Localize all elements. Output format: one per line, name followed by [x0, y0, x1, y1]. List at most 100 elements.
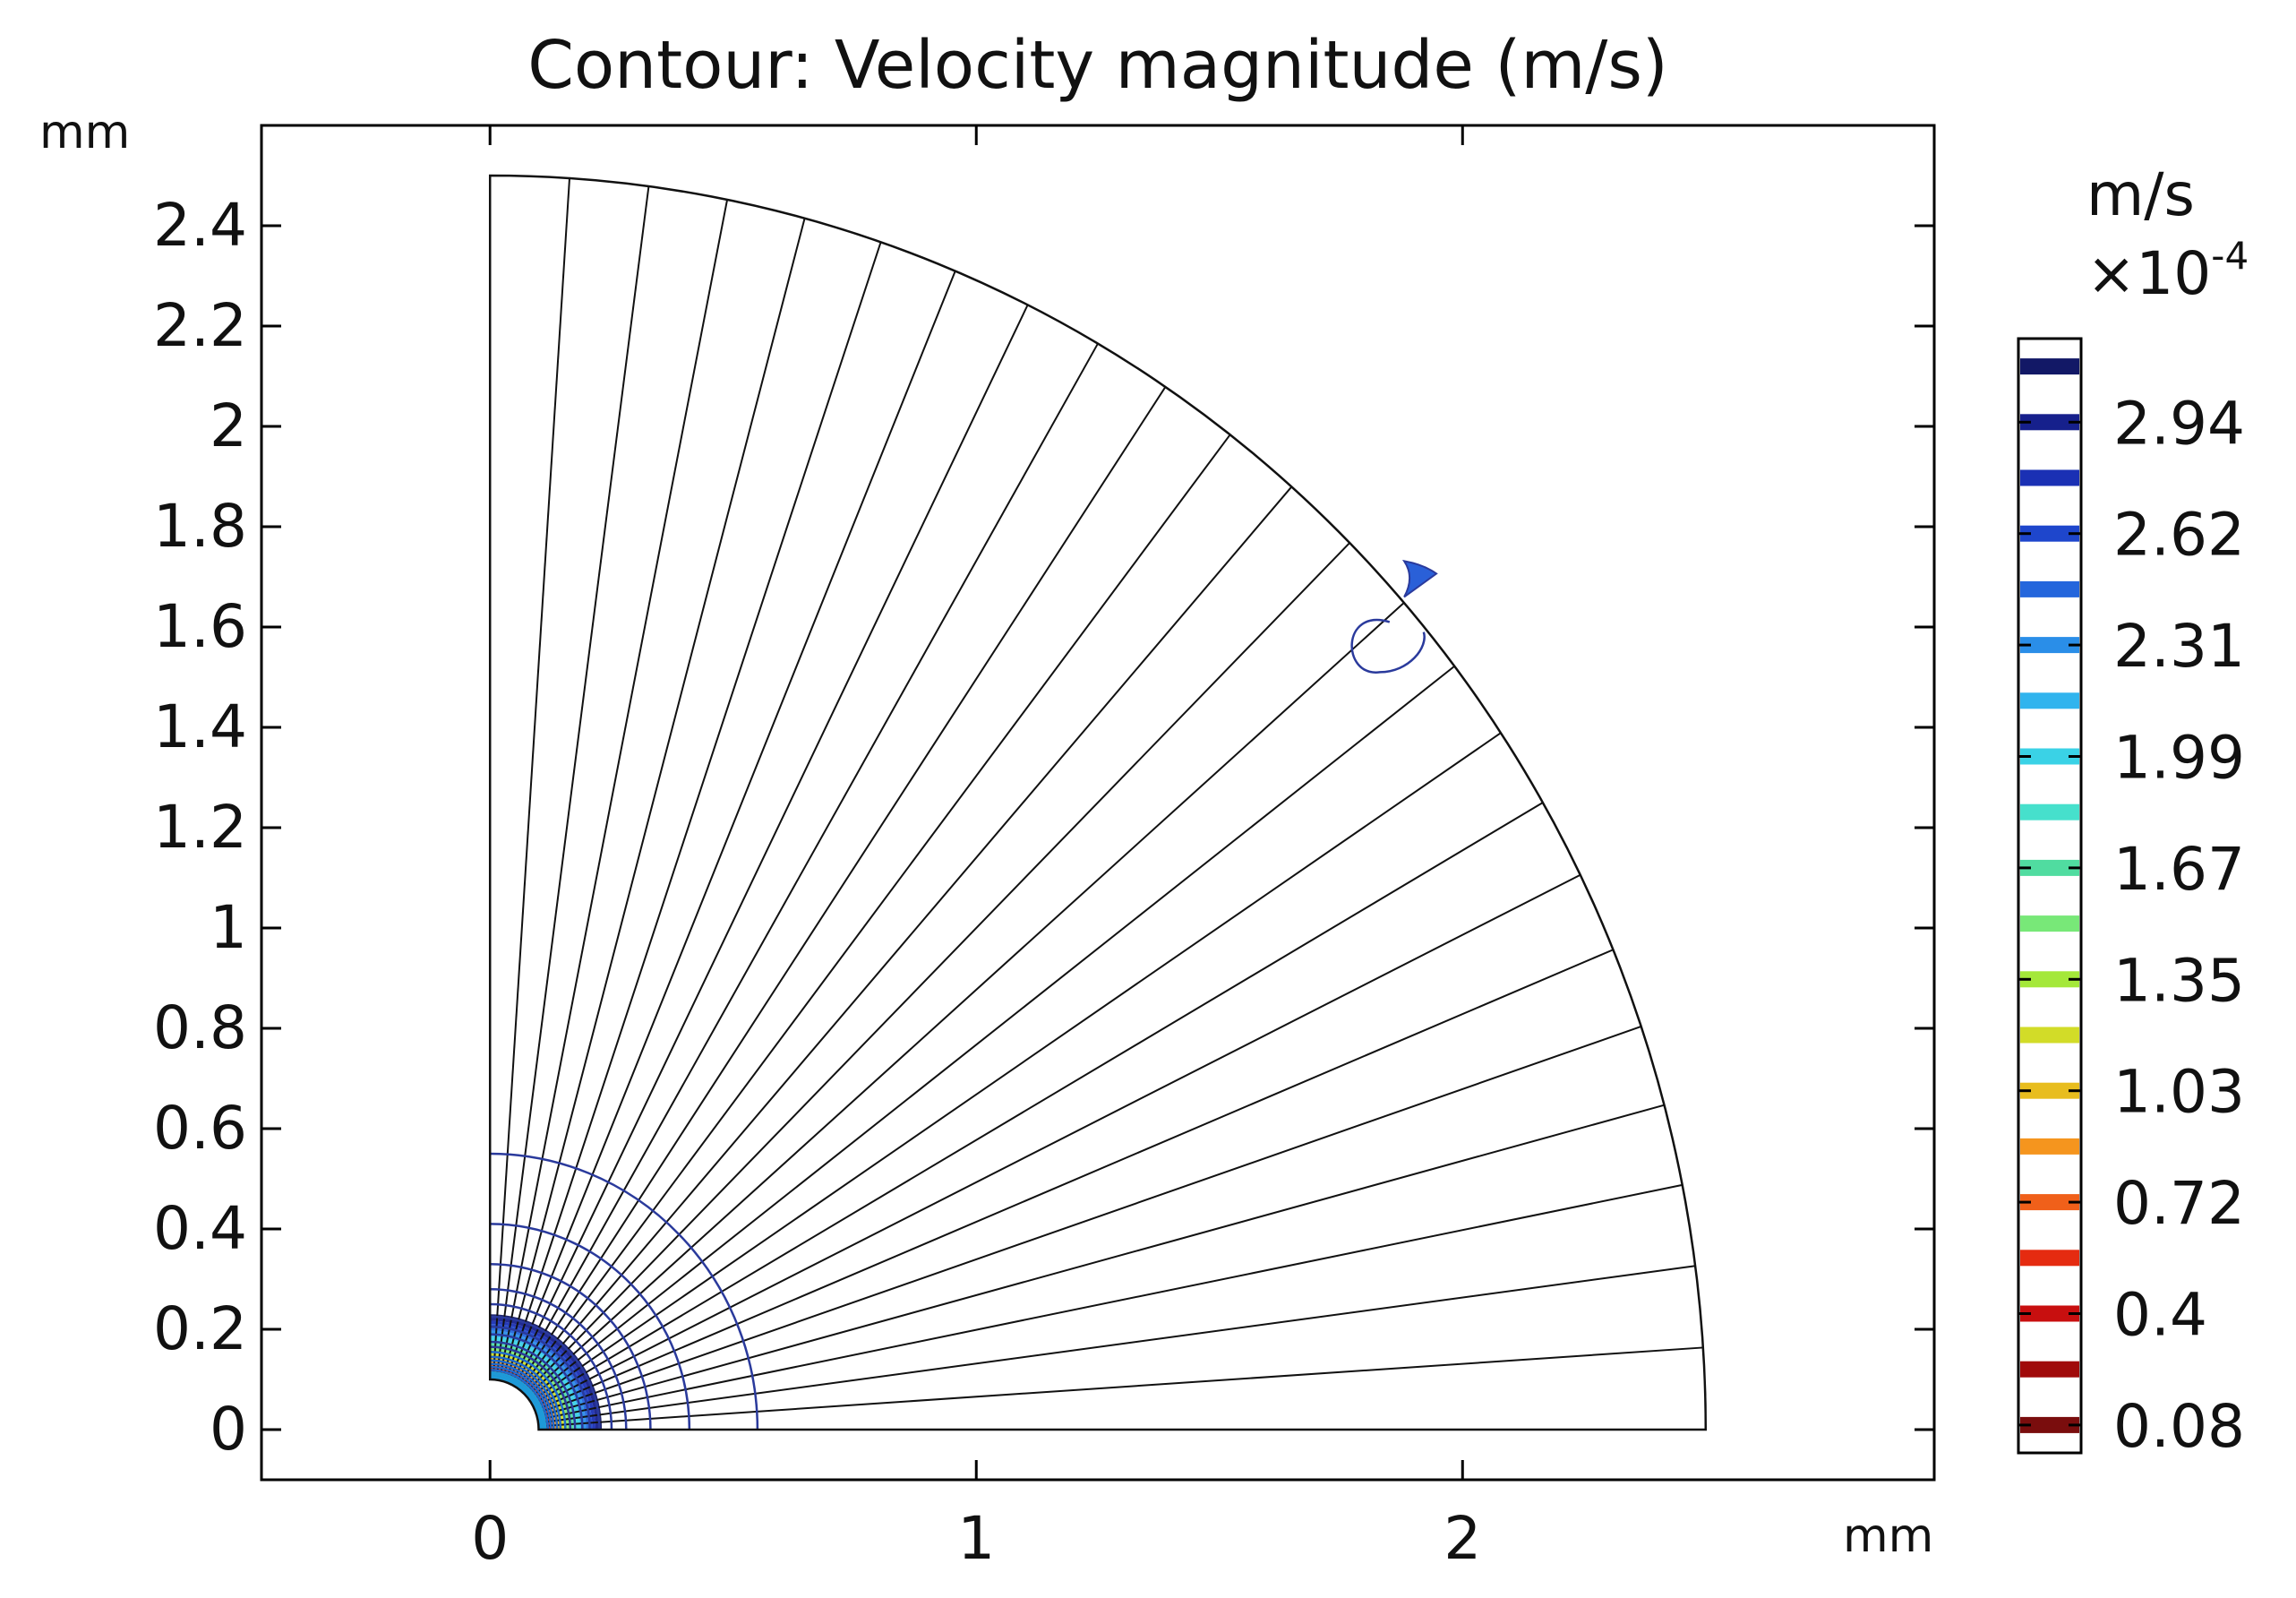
- colorbar: m/s ×10-4 2.94 2.62 2.31 1.99 1.67 1.35 1.03 0.…: [2017, 160, 2249, 1461]
- mesh-line: [536, 1104, 1665, 1418]
- colorbar-tick-label: 2.62: [2113, 501, 2245, 570]
- colorbar-tick-label: 1.67: [2113, 835, 2245, 904]
- y-tick-label: 1: [210, 893, 247, 962]
- colorbar-swatch: [2020, 1194, 2079, 1211]
- axis-ticks: 0 0.2 0.4 0.6 0.8 1 1.2 1.4 1.6 1.8 2 2.2 2.4 0 1 2: [153, 125, 1934, 1573]
- contour-lines: [490, 1152, 759, 1430]
- contour-blob-core: [1401, 559, 1438, 598]
- y-tick-label: 2.2: [153, 291, 247, 360]
- y-tick-label: 2.4: [153, 191, 247, 260]
- mesh-line: [495, 185, 650, 1380]
- contour-arc: [490, 1365, 553, 1430]
- mesh-line: [526, 602, 1405, 1397]
- colorbar-frame: [2017, 337, 2083, 1455]
- mesh-line: [529, 732, 1502, 1403]
- colorbar-unit: m/s: [2086, 160, 2195, 229]
- y-tick-label: 1.4: [153, 692, 247, 761]
- y-axis-unit: mm: [39, 106, 130, 159]
- contour-arc: [490, 1223, 691, 1430]
- colorbar-swatch: [2020, 1416, 2079, 1433]
- colorbar-swatch: [2020, 692, 2079, 709]
- colorbar-swatch: [2020, 915, 2079, 932]
- colorbar-swatch: [2020, 637, 2079, 654]
- contour-arc: [490, 1377, 542, 1430]
- mesh-line: [537, 1183, 1683, 1422]
- mesh-line: [527, 665, 1455, 1400]
- mesh-line: [535, 1026, 1642, 1414]
- mesh-line: [523, 542, 1350, 1396]
- contour-arc: [490, 1333, 584, 1430]
- mesh-line: [508, 271, 956, 1384]
- x-tick-label: 2: [1444, 1504, 1481, 1573]
- x-tick-label: 0: [471, 1504, 509, 1573]
- colorbar-swatch: [2020, 469, 2079, 486]
- colorbar-swatch: [2020, 1138, 2079, 1155]
- x-axis-unit: mm: [1843, 1509, 1933, 1563]
- contour-blob: [1350, 559, 1438, 674]
- contour-arc: [490, 1325, 591, 1430]
- mesh-line: [513, 343, 1099, 1387]
- colorbar-tick-label: 0.08: [2113, 1392, 2245, 1461]
- colorbar-swatch: [2020, 414, 2079, 431]
- mesh-line: [498, 199, 729, 1381]
- contour-blob-outline: [1350, 618, 1426, 674]
- y-tick-label: 0: [210, 1395, 247, 1464]
- mesh-line: [516, 386, 1167, 1388]
- y-tick-label: 0.2: [153, 1294, 247, 1363]
- contour-arc: [490, 1262, 652, 1430]
- mesh-line: [538, 1346, 1703, 1428]
- mesh-line: [534, 949, 1614, 1412]
- y-tick-label: 2: [210, 391, 247, 460]
- contour-arc: [490, 1340, 577, 1430]
- mesh-line: [521, 485, 1293, 1393]
- colorbar-swatch: [2020, 803, 2079, 820]
- contour-arc: [490, 1362, 555, 1430]
- mesh-line: [492, 177, 571, 1380]
- plot-layer: [488, 174, 1708, 1431]
- y-tick-label: 0.8: [153, 993, 247, 1062]
- contour-arc: [490, 1315, 601, 1430]
- y-tick-label: 1.8: [153, 492, 247, 561]
- contour-arc: [490, 1370, 547, 1430]
- mesh-line: [504, 241, 882, 1383]
- mesh-line: [537, 1265, 1696, 1424]
- colorbar-swatch: [2020, 580, 2079, 597]
- y-tick-label: 0.6: [153, 1094, 247, 1163]
- colorbar-swatch: [2020, 1250, 2079, 1267]
- contour-arc: [490, 1302, 613, 1430]
- contour-arc: [490, 1359, 559, 1430]
- colorbar-swatch: [2020, 1082, 2079, 1099]
- colorbar-swatch: [2020, 1027, 2079, 1044]
- colorbar-tick-label: 0.72: [2113, 1169, 2245, 1238]
- y-tick-label: 1.2: [153, 793, 247, 862]
- colorbar-tick-label: 2.31: [2113, 612, 2245, 681]
- colorbar-swatch: [2020, 859, 2079, 876]
- colorbar-tick-label: 1.99: [2113, 724, 2245, 793]
- chart-title: Contour: Velocity magnitude (m/s): [527, 27, 1668, 104]
- colorbar-multiplier: ×10-4: [2086, 234, 2249, 308]
- contour-arc: [490, 1375, 544, 1430]
- colorbar-swatch: [2020, 748, 2079, 765]
- y-tick-label: 1.6: [153, 592, 247, 661]
- colorbar-swatch: [2020, 525, 2079, 542]
- colorbar-tick-label: 1.35: [2113, 946, 2245, 1015]
- colorbar-tick-label: 1.03: [2113, 1058, 2245, 1127]
- contour-arc: [490, 1152, 759, 1430]
- mesh-line: [518, 434, 1231, 1391]
- contour-arc: [490, 1369, 550, 1430]
- y-tick-label: 0.4: [153, 1194, 247, 1263]
- contour-arc: [490, 1287, 628, 1430]
- radial-mesh-lines: [492, 177, 1703, 1428]
- contour-arc: [490, 1350, 567, 1430]
- contour-arc: [490, 1345, 572, 1430]
- x-tick-label: 1: [957, 1504, 995, 1573]
- colorbar-swatch: [2020, 1305, 2079, 1322]
- mesh-line: [533, 873, 1581, 1409]
- colorbar-tick-label: 2.94: [2113, 389, 2245, 458]
- colorbar-exponent: -4: [2211, 234, 2249, 278]
- mesh-line: [510, 304, 1029, 1386]
- mesh-line: [531, 802, 1544, 1405]
- colorbar-swatch: [2020, 971, 2079, 988]
